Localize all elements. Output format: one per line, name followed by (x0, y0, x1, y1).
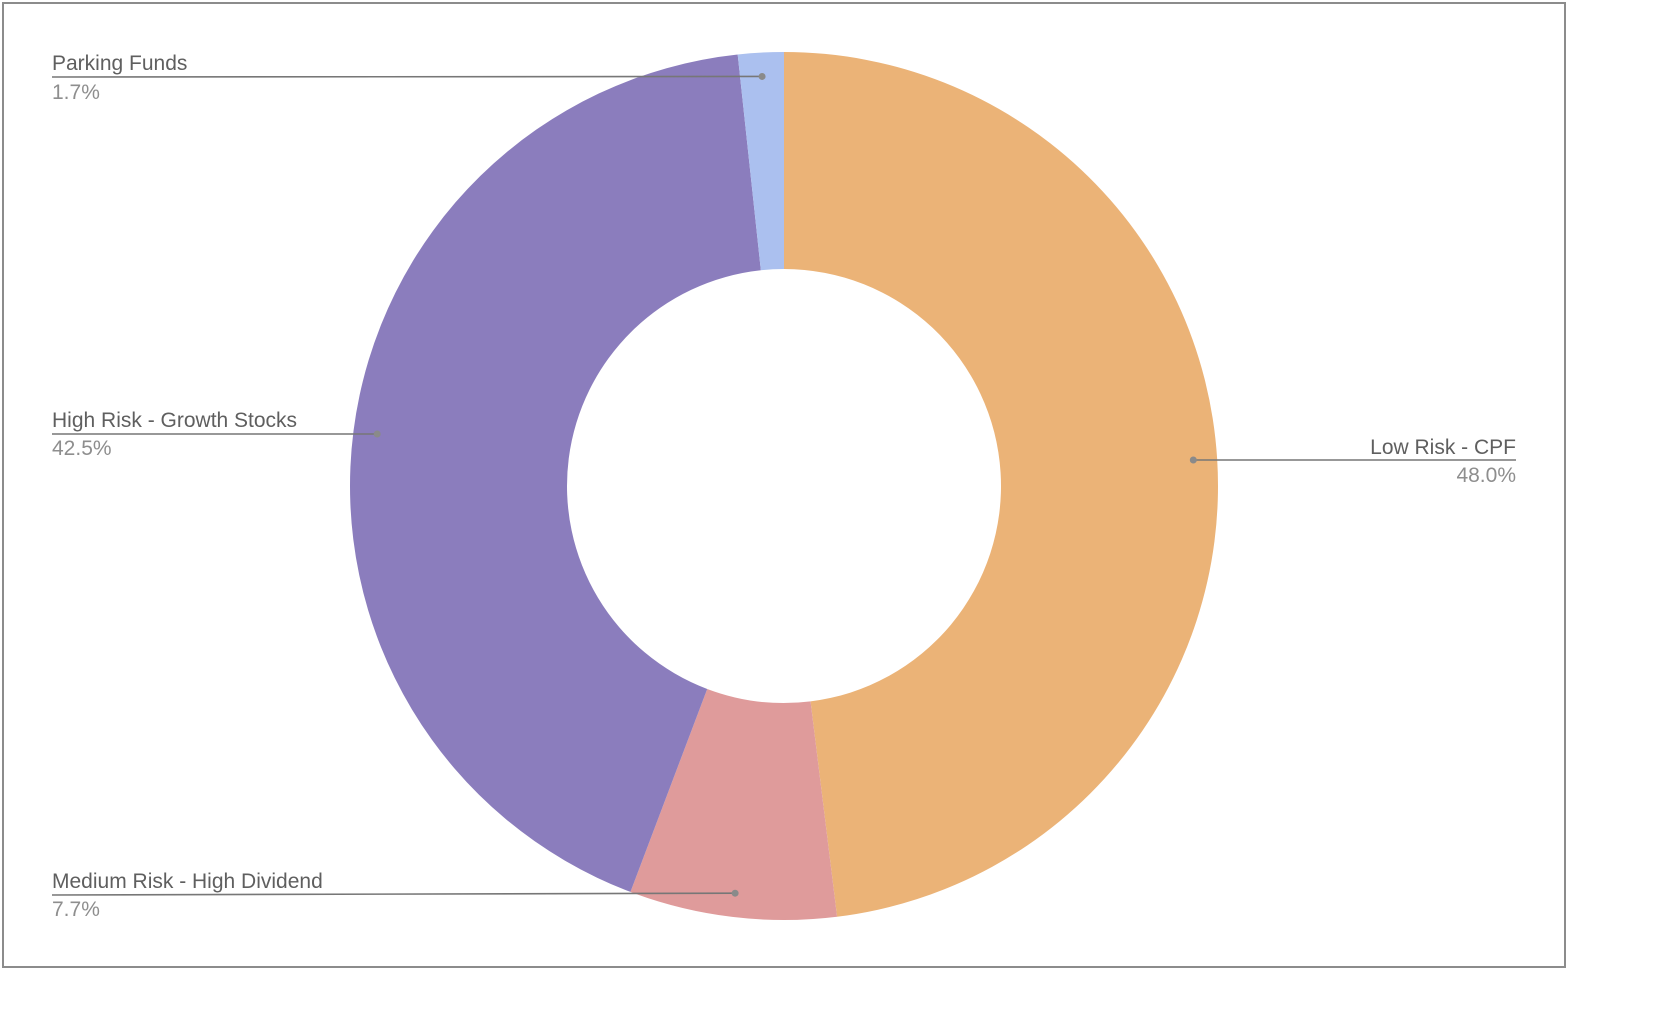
label-value-high-risk-growth-stocks: 42.5% (52, 437, 112, 460)
label-name-medium-risk-high-dividend: Medium Risk - High Dividend (52, 870, 323, 893)
label-value-parking-funds: 1.7% (52, 81, 100, 104)
label-value-low-risk-cpf: 48.0% (1456, 464, 1516, 487)
slice-low-risk-cpf[interactable] (784, 52, 1219, 917)
slice-high-risk-growth-stocks[interactable] (350, 54, 761, 892)
leader-dot-low-risk-cpf (1189, 456, 1197, 464)
leader-dot-medium-risk-high-dividend (731, 889, 739, 897)
leader-dot-parking-funds (758, 72, 766, 80)
label-name-high-risk-growth-stocks: High Risk - Growth Stocks (52, 409, 297, 432)
label-name-low-risk-cpf: Low Risk - CPF (1370, 436, 1516, 459)
slice-medium-risk-high-dividend[interactable] (630, 688, 838, 920)
leader-line-parking-funds (51, 75, 763, 78)
label-name-parking-funds: Parking Funds (52, 52, 187, 75)
slice-parking-funds[interactable] (737, 52, 784, 271)
leader-dot-high-risk-growth-stocks (373, 430, 381, 438)
leader-line-medium-risk-high-dividend (51, 892, 736, 896)
label-value-medium-risk-high-dividend: 7.7% (52, 898, 100, 921)
